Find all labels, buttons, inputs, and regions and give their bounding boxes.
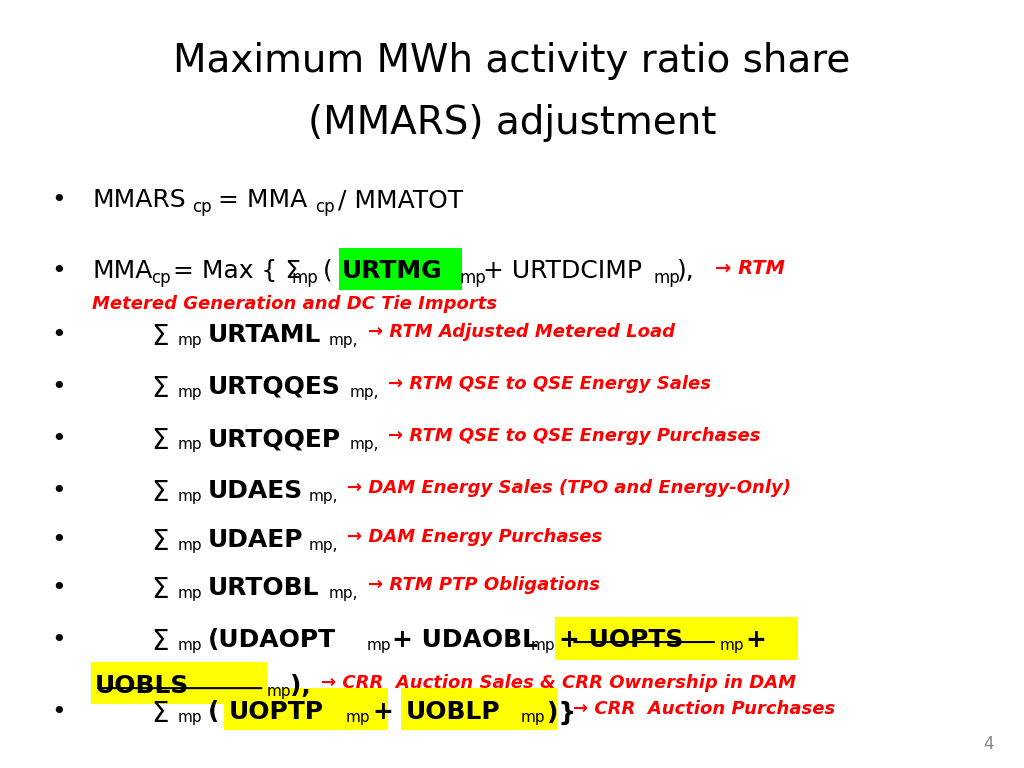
Text: → CRR  Auction Sales & CRR Ownership in DAM: → CRR Auction Sales & CRR Ownership in D… — [321, 674, 796, 692]
Text: mp: mp — [177, 489, 202, 505]
Text: Σ: Σ — [152, 323, 169, 350]
Text: → RTM QSE to QSE Energy Purchases: → RTM QSE to QSE Energy Purchases — [388, 427, 761, 445]
Text: → RTM: → RTM — [715, 259, 784, 278]
Text: Σ: Σ — [152, 700, 169, 728]
Text: •: • — [51, 427, 66, 451]
Text: Σ: Σ — [152, 528, 169, 555]
Text: mp: mp — [177, 385, 202, 400]
FancyBboxPatch shape — [224, 688, 388, 730]
Text: → DAM Energy Sales (TPO and Energy-Only): → DAM Energy Sales (TPO and Energy-Only) — [347, 479, 792, 497]
Text: mp,: mp, — [329, 586, 358, 601]
Text: +: + — [745, 628, 766, 652]
Text: mp: mp — [720, 638, 744, 654]
Text: •: • — [51, 576, 66, 600]
Text: mp: mp — [346, 710, 371, 726]
Text: (: ( — [208, 700, 219, 724]
Text: +: + — [373, 700, 402, 724]
Text: 4: 4 — [983, 735, 993, 753]
Text: (MMARS) adjustment: (MMARS) adjustment — [308, 104, 716, 141]
Text: mp: mp — [460, 269, 486, 286]
Text: → CRR  Auction Purchases: → CRR Auction Purchases — [573, 700, 836, 718]
Text: mp: mp — [266, 684, 291, 700]
Text: mp: mp — [530, 638, 555, 654]
FancyBboxPatch shape — [401, 688, 557, 730]
Text: )}: )} — [547, 700, 577, 724]
Text: mp,: mp, — [308, 538, 338, 553]
Text: •: • — [51, 528, 66, 551]
Text: •: • — [51, 628, 66, 652]
Text: = MMA: = MMA — [218, 188, 307, 212]
Text: mp,: mp, — [329, 333, 358, 348]
Text: UDAES: UDAES — [208, 479, 303, 503]
Text: (: ( — [323, 259, 333, 283]
Text: URTQQES: URTQQES — [208, 375, 341, 399]
Text: mp: mp — [367, 638, 391, 654]
Text: mp,: mp, — [349, 385, 379, 400]
Text: mp: mp — [177, 638, 202, 654]
Text: MMARS: MMARS — [92, 188, 185, 212]
Text: URTMG: URTMG — [342, 259, 442, 283]
Text: mp: mp — [177, 586, 202, 601]
Text: (UDAOPT: (UDAOPT — [208, 628, 336, 652]
Text: UDAEP: UDAEP — [208, 528, 303, 551]
Text: UOBLP: UOBLP — [406, 700, 500, 724]
Text: Σ: Σ — [152, 427, 169, 455]
Text: → RTM Adjusted Metered Load: → RTM Adjusted Metered Load — [368, 323, 675, 340]
Text: ),: ), — [290, 674, 310, 698]
Text: •: • — [51, 479, 66, 503]
Text: → DAM Energy Purchases: → DAM Energy Purchases — [347, 528, 602, 545]
Text: mp: mp — [653, 269, 680, 286]
Text: ),: ), — [677, 259, 694, 283]
FancyBboxPatch shape — [555, 617, 798, 660]
Text: mp,: mp, — [349, 437, 379, 452]
Text: URTAML: URTAML — [208, 323, 322, 346]
Text: mp: mp — [177, 437, 202, 452]
Text: → RTM QSE to QSE Energy Sales: → RTM QSE to QSE Energy Sales — [388, 375, 711, 392]
Text: UOPTP: UOPTP — [228, 700, 324, 724]
Text: mp: mp — [177, 710, 202, 726]
Text: + URTDCIMP: + URTDCIMP — [483, 259, 642, 283]
Text: mp: mp — [520, 710, 545, 726]
Text: cp: cp — [315, 198, 335, 216]
Text: cp: cp — [152, 269, 171, 286]
Text: Metered Generation and DC Tie Imports: Metered Generation and DC Tie Imports — [92, 295, 498, 313]
Text: = Max { Σ: = Max { Σ — [173, 259, 301, 283]
Text: URTOBL: URTOBL — [208, 576, 319, 600]
Text: •: • — [51, 323, 66, 346]
Text: Maximum MWh activity ratio share: Maximum MWh activity ratio share — [173, 42, 851, 80]
Text: Σ: Σ — [152, 576, 169, 604]
FancyBboxPatch shape — [91, 662, 267, 704]
Text: UOBLS: UOBLS — [95, 674, 189, 698]
Text: → RTM PTP Obligations: → RTM PTP Obligations — [368, 576, 600, 594]
Text: Σ: Σ — [152, 375, 169, 402]
Text: Σ: Σ — [152, 628, 169, 656]
FancyBboxPatch shape — [339, 248, 462, 290]
Text: •: • — [51, 700, 66, 724]
Text: mp: mp — [292, 269, 318, 286]
Text: •: • — [51, 188, 66, 212]
Text: URTQQEP: URTQQEP — [208, 427, 341, 451]
Text: MMA: MMA — [92, 259, 153, 283]
Text: + UOPTS: + UOPTS — [559, 628, 683, 652]
Text: / MMATOT: / MMATOT — [338, 188, 463, 212]
Text: Σ: Σ — [152, 479, 169, 507]
Text: •: • — [51, 375, 66, 399]
Text: •: • — [51, 259, 66, 283]
Text: mp: mp — [177, 538, 202, 553]
Text: cp: cp — [193, 198, 212, 216]
Text: mp: mp — [177, 333, 202, 348]
Text: mp,: mp, — [308, 489, 338, 505]
Text: + UDAOBL: + UDAOBL — [392, 628, 539, 652]
